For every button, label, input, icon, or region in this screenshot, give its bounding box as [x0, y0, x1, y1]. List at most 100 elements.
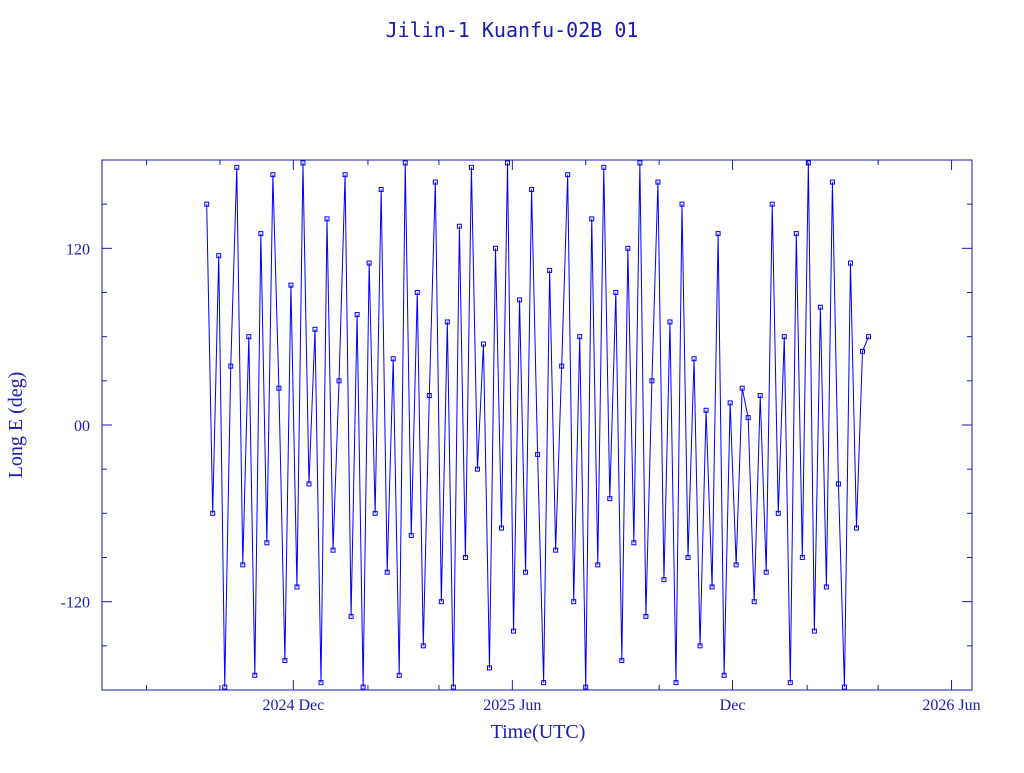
data-point: [456, 223, 462, 229]
data-point: [270, 172, 276, 178]
data-point: [468, 164, 474, 170]
x-tick-label: Dec: [720, 697, 746, 714]
data-point: [372, 510, 378, 516]
data-point: [511, 628, 517, 634]
data-point: [733, 562, 739, 568]
data-point: [288, 282, 294, 288]
data-point: [589, 216, 595, 222]
data-point: [697, 643, 703, 649]
data-point: [414, 290, 420, 295]
data-point: [829, 179, 835, 185]
data-point: [216, 253, 222, 259]
data-point: [402, 160, 408, 166]
data-point: [318, 680, 324, 686]
data-point: [420, 643, 426, 649]
data-point: [505, 160, 511, 166]
data-point: [817, 304, 823, 310]
data-point: [763, 569, 769, 575]
data-point: [258, 231, 264, 237]
x-axis-label: Time(UTC): [491, 721, 586, 743]
data-point: [282, 658, 288, 664]
data-point: [396, 672, 402, 678]
data-point: [535, 451, 541, 457]
data-point: [492, 245, 498, 251]
data-point: [859, 348, 865, 354]
data-point: [625, 245, 631, 251]
data-point: [378, 186, 384, 192]
data-point: [811, 628, 817, 634]
data-point: [595, 562, 601, 568]
data-point: [661, 577, 667, 583]
data-point: [637, 160, 643, 166]
data-point: [853, 525, 859, 531]
data-point: [438, 599, 444, 605]
data-point: [426, 393, 432, 399]
data-point: [547, 267, 553, 273]
data-line: [206, 162, 869, 688]
data-point: [360, 684, 366, 690]
y-tick-label: -120: [61, 595, 90, 612]
data-point: [781, 334, 787, 340]
chart-title: Jilin-1 Kuanfu-02B 01: [386, 18, 639, 42]
y-axis-label: Long E (deg): [5, 372, 27, 479]
data-point: [613, 290, 619, 295]
data-point: [649, 378, 655, 384]
data-point: [727, 400, 733, 406]
data-point: [342, 172, 348, 178]
data-point: [799, 555, 805, 560]
data-point: [390, 356, 396, 362]
x-tick-label: 2024 Dec: [262, 697, 324, 714]
data-point: [841, 684, 847, 690]
data-point: [805, 160, 811, 166]
data-point: [523, 569, 529, 575]
data-point: [769, 201, 775, 207]
data-point: [745, 415, 751, 421]
data-point: [679, 201, 685, 207]
y-tick-label: 00: [74, 418, 90, 435]
data-point: [667, 319, 673, 325]
data-point: [715, 231, 721, 237]
data-point: [234, 164, 240, 170]
data-point: [757, 393, 763, 399]
data-point: [300, 160, 306, 166]
data-point: [601, 164, 607, 170]
data-point: [444, 319, 450, 325]
data-point: [577, 334, 583, 340]
data-point: [823, 584, 829, 590]
data-point: [366, 260, 372, 266]
data-point: [787, 680, 793, 686]
data-point: [685, 555, 691, 560]
data-point: [541, 680, 547, 686]
data-point: [246, 334, 252, 340]
data-point: [709, 584, 715, 590]
data-point: [847, 260, 853, 266]
data-point: [474, 466, 480, 472]
data-point: [607, 496, 613, 502]
data-point: [655, 179, 661, 185]
data-point: [775, 510, 781, 516]
data-point: [348, 613, 354, 619]
data-point: [739, 385, 745, 391]
y-tick-label: 120: [66, 241, 90, 258]
data-point: [330, 547, 336, 553]
data-point: [480, 341, 486, 347]
data-point: [673, 680, 679, 686]
data-point: [222, 684, 228, 690]
data-point: [631, 540, 637, 546]
data-point: [354, 312, 360, 318]
data-point: [559, 363, 565, 369]
data-point: [252, 672, 258, 678]
data-point: [210, 510, 216, 516]
x-tick-label: 2025 Jun: [483, 697, 541, 714]
data-point: [565, 172, 571, 178]
data-point: [517, 297, 523, 303]
x-tick-label: 2026 Jun: [922, 697, 980, 714]
data-point: [751, 599, 757, 605]
data-point: [866, 334, 872, 340]
data-point: [835, 481, 841, 487]
data-point: [204, 201, 210, 207]
data-point: [276, 385, 282, 391]
data-point: [228, 363, 234, 369]
data-point: [264, 540, 270, 546]
